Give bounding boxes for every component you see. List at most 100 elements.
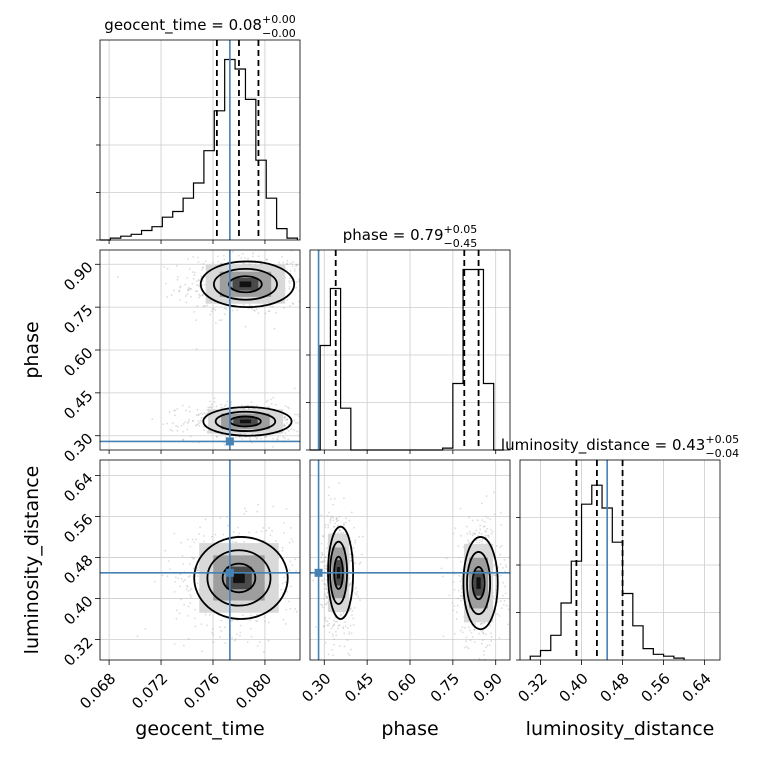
scatter-point [178, 290, 180, 293]
scatter-point [199, 526, 201, 529]
scatter-point [332, 517, 335, 519]
scatter-point [289, 262, 292, 265]
scatter-point [468, 541, 471, 544]
scatter-point [166, 422, 168, 425]
scatter-point [168, 568, 171, 571]
scatter-point [267, 310, 270, 313]
scatter-point [238, 436, 241, 438]
scatter-point [257, 255, 260, 258]
scatter-point [348, 519, 351, 522]
scatter-point [332, 503, 335, 506]
scatter-point [191, 538, 194, 541]
scatter-point [185, 588, 188, 591]
scatter-point [452, 532, 455, 535]
scatter-point [343, 524, 345, 527]
scatter-point [481, 622, 483, 625]
scatter-point [338, 528, 341, 531]
scatter-point [176, 429, 179, 432]
scatter-point [479, 623, 482, 626]
scatter-point [340, 613, 343, 616]
scatter-point [281, 582, 284, 585]
scatter-point [248, 304, 251, 307]
scatter-point [295, 265, 297, 267]
scatter-point [461, 585, 463, 587]
scatter-point [333, 525, 336, 528]
scatter-point [198, 424, 201, 427]
scatter-point [460, 575, 463, 578]
scatter-point [481, 630, 484, 633]
scatter-point [242, 262, 245, 265]
scatter-point [200, 417, 203, 419]
scatter-point [201, 294, 204, 297]
scatter-point [295, 570, 298, 572]
scatter-point [291, 302, 294, 305]
scatter-point [219, 262, 222, 265]
scatter-point [203, 283, 206, 286]
scatter-point [320, 286, 322, 288]
scatter-point [194, 424, 197, 427]
scatter-point [223, 313, 226, 316]
scatter-point [241, 252, 244, 255]
scatter-point [354, 539, 357, 542]
scatter-point [486, 534, 489, 537]
scatter-point [190, 295, 192, 298]
scatter-point [223, 444, 226, 447]
scatter-point [233, 639, 236, 642]
scatter-point [173, 590, 176, 593]
scatter-point [499, 563, 502, 566]
title-lower-error: −0.04 [705, 447, 739, 460]
scatter-point [164, 549, 167, 552]
scatter-point [343, 522, 345, 525]
scatter-point [486, 527, 489, 530]
scatter-point [288, 247, 290, 249]
scatter-point [218, 319, 221, 322]
scatter-point [210, 403, 213, 406]
scatter-point [231, 619, 234, 622]
scatter-point [348, 631, 351, 633]
contour-level-1 [199, 260, 296, 309]
scatter-point [231, 636, 234, 639]
scatter-point [260, 437, 263, 440]
scatter-point [335, 634, 338, 637]
scatter-point [220, 619, 223, 622]
scatter-point [324, 603, 327, 606]
scatter-point [485, 495, 488, 497]
title-value: geocent_time = 0.08 [104, 16, 262, 35]
scatter-point [250, 614, 253, 617]
scatter-point [493, 574, 496, 577]
scatter-point [168, 411, 171, 413]
contour-level-1 [193, 536, 289, 620]
scatter-point [256, 613, 258, 616]
scatter-point [452, 609, 454, 612]
scatter-point [204, 304, 206, 307]
scatter-point [276, 438, 279, 440]
scatter-point [481, 639, 484, 642]
scatter-point [349, 583, 352, 585]
scatter-point [239, 634, 241, 637]
scatter-point [471, 519, 474, 522]
scatter-point [362, 535, 364, 538]
contour-level-2 [206, 549, 272, 607]
scatter-point [476, 541, 478, 544]
scatter-point [223, 405, 226, 408]
scatter-point [313, 253, 315, 255]
scatter-point [280, 588, 283, 591]
scatter-point [201, 269, 203, 271]
scatter-point [348, 654, 351, 657]
scatter-point [256, 510, 259, 513]
scatter-point [496, 613, 499, 615]
scatter-point [349, 624, 352, 627]
scatter-point [180, 424, 183, 427]
scatter-point [513, 577, 515, 579]
scatter-point [339, 614, 342, 617]
xtick-label: 0.60 [384, 670, 420, 706]
scatter-point [208, 406, 211, 409]
scatter-point [289, 568, 291, 571]
ytick-label: 0.40 [60, 592, 96, 628]
scatter-point [346, 627, 349, 629]
ytick-label: 0.64 [60, 469, 96, 505]
scatter-point [469, 530, 471, 533]
scatter-point [288, 600, 290, 603]
truth-marker [225, 568, 234, 577]
scatter-point [256, 645, 259, 647]
